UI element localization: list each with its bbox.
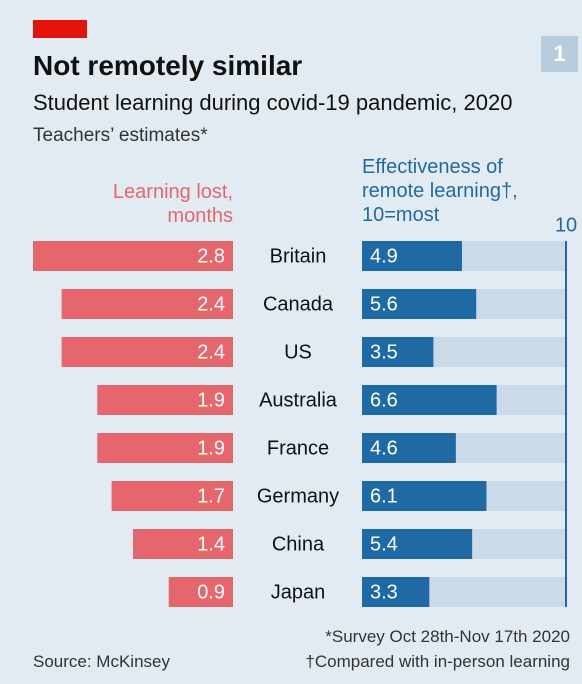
note: Teachers’ estimates* <box>33 125 208 146</box>
bar <box>362 481 487 511</box>
bar <box>362 241 462 271</box>
value-label: 6.6 <box>370 389 398 411</box>
value-label: 5.6 <box>370 293 398 315</box>
bar <box>61 289 234 319</box>
value-label: 5.4 <box>370 533 398 555</box>
badge-text: 1 <box>553 41 566 66</box>
value-label: 3.3 <box>370 581 398 603</box>
category-label: US <box>284 341 312 363</box>
value-label: 6.1 <box>370 485 398 507</box>
value-label: 2.4 <box>197 293 225 315</box>
bar <box>33 241 233 271</box>
chart-title: Not remotely similar <box>33 50 303 81</box>
category-label: France <box>267 437 329 459</box>
value-label: 1.7 <box>197 485 225 507</box>
bar <box>97 433 234 463</box>
category-label: Japan <box>271 581 326 603</box>
value-label: 1.4 <box>197 533 225 555</box>
category-label: China <box>272 533 325 555</box>
bar <box>362 385 497 415</box>
bar <box>362 577 430 607</box>
value-label: 3.5 <box>370 341 398 363</box>
bar <box>61 337 234 367</box>
value-label: 0.9 <box>197 581 225 603</box>
tag <box>33 20 87 38</box>
footnote: †Compared with in-person learning <box>305 652 570 671</box>
bar <box>362 337 434 367</box>
category-label: Germany <box>257 485 339 507</box>
bar <box>133 529 233 559</box>
bar <box>362 289 477 319</box>
bar <box>362 529 473 559</box>
bar <box>97 385 234 415</box>
badge: 1 <box>541 36 578 72</box>
legend-left: Learning lost, months <box>112 181 233 227</box>
bar <box>168 577 233 607</box>
value-label: 4.9 <box>370 245 398 267</box>
category-label: Canada <box>263 293 334 315</box>
bar <box>362 433 456 463</box>
footnote: *Survey Oct 28th-Nov 17th 2020 <box>325 627 570 646</box>
value-label: 1.9 <box>197 437 225 459</box>
subtitle: Student learning during covid-19 pandemi… <box>33 90 513 115</box>
source: Source: McKinsey <box>33 652 170 671</box>
value-label: 4.6 <box>370 437 398 459</box>
value-label: 2.8 <box>197 245 225 267</box>
value-label: 2.4 <box>197 341 225 363</box>
x2-tick-label: 10 <box>555 214 577 236</box>
category-label: Britain <box>270 245 327 267</box>
legend-right: Effectiveness of remote learning†, 10=mo… <box>362 156 518 226</box>
value-label: 1.9 <box>197 389 225 411</box>
bar <box>111 481 233 511</box>
category-label: Australia <box>259 389 338 411</box>
